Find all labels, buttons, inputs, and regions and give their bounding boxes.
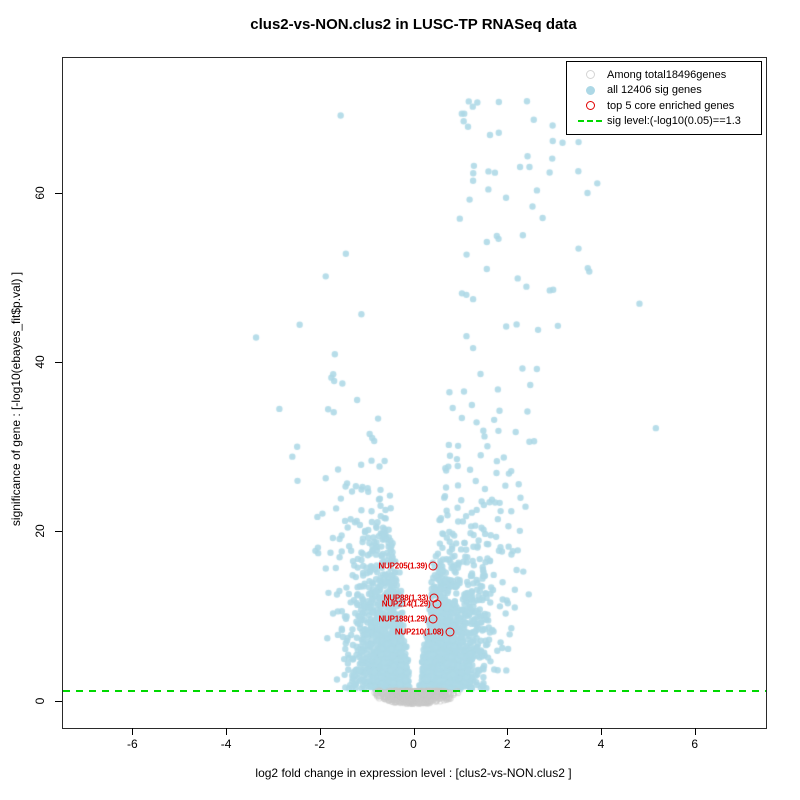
legend: Among total18496genes all 12406 sig gene… (566, 61, 762, 135)
red-open-circle-icon (585, 101, 595, 111)
enriched-gene-label: NUP214(1.29) (381, 599, 431, 609)
x-tick-label: 0 (410, 737, 417, 751)
x-tick-mark (600, 728, 602, 735)
x-tick-mark (694, 728, 696, 735)
y-tick-mark (55, 700, 62, 702)
y-tick-label: 0 (33, 697, 47, 705)
plot-title: clus2-vs-NON.clus2 in LUSC-TP RNASeq dat… (250, 16, 577, 33)
x-tick-mark (413, 728, 415, 735)
scatter-canvas (63, 58, 766, 728)
y-tick-label: 60 (33, 185, 47, 200)
plot-area: NUP205(1.39) NUP88(1.33) NUP214(1.29) NUP18… (62, 57, 767, 729)
y-tick-mark (55, 361, 62, 363)
x-tick-label: -2 (314, 737, 326, 751)
significance-threshold-line (63, 689, 766, 692)
enriched-gene-marker (428, 561, 438, 571)
x-tick-label: -4 (220, 737, 232, 751)
y-tick-label: 20 (33, 524, 47, 539)
legend-item-total-genes: Among total18496genes (573, 67, 755, 83)
x-tick-mark (507, 728, 509, 735)
enriched-gene-marker (445, 627, 455, 637)
enriched-gene-marker (428, 614, 438, 624)
y-tick-mark (55, 192, 62, 194)
legend-item-sig-genes: all 12406 sig genes (573, 83, 755, 99)
y-axis-label: significance of gene : [-log10(ebayes_fi… (9, 271, 23, 527)
legend-label: Among total18496genes (607, 68, 727, 81)
blue-filled-circle-icon (585, 85, 595, 95)
x-tick-label: -6 (126, 737, 138, 751)
legend-item-core-enriched: top 5 core enriched genes (573, 98, 755, 114)
enriched-gene-marker (432, 599, 442, 609)
enriched-gene-label: NUP205(1.39) (378, 561, 428, 571)
y-tick-mark (55, 531, 62, 533)
x-tick-mark (132, 728, 134, 735)
x-tick-label: 2 (503, 737, 511, 751)
legend-label: top 5 core enriched genes (607, 99, 735, 112)
enriched-gene-label: NUP188(1.29) (378, 614, 428, 624)
enriched-gene-label: NUP88(1.33) (383, 593, 429, 603)
green-dashed-line-icon (578, 120, 602, 123)
x-tick-label: 6 (691, 737, 699, 751)
x-axis-label: log2 fold change in expression level : [… (255, 766, 572, 780)
x-tick-label: 4 (597, 737, 605, 751)
legend-label: sig level:(-log10(0.05)==1.3 (607, 115, 741, 128)
x-tick-mark (319, 728, 321, 735)
gray-open-circle-icon (585, 70, 595, 80)
legend-label: all 12406 sig genes (607, 84, 702, 97)
y-tick-label: 40 (33, 355, 47, 369)
legend-item-sig-level: sig level:(-log10(0.05)==1.3 (573, 114, 755, 130)
x-tick-mark (226, 728, 228, 735)
enriched-gene-label: NUP210(1.08) (394, 627, 444, 637)
